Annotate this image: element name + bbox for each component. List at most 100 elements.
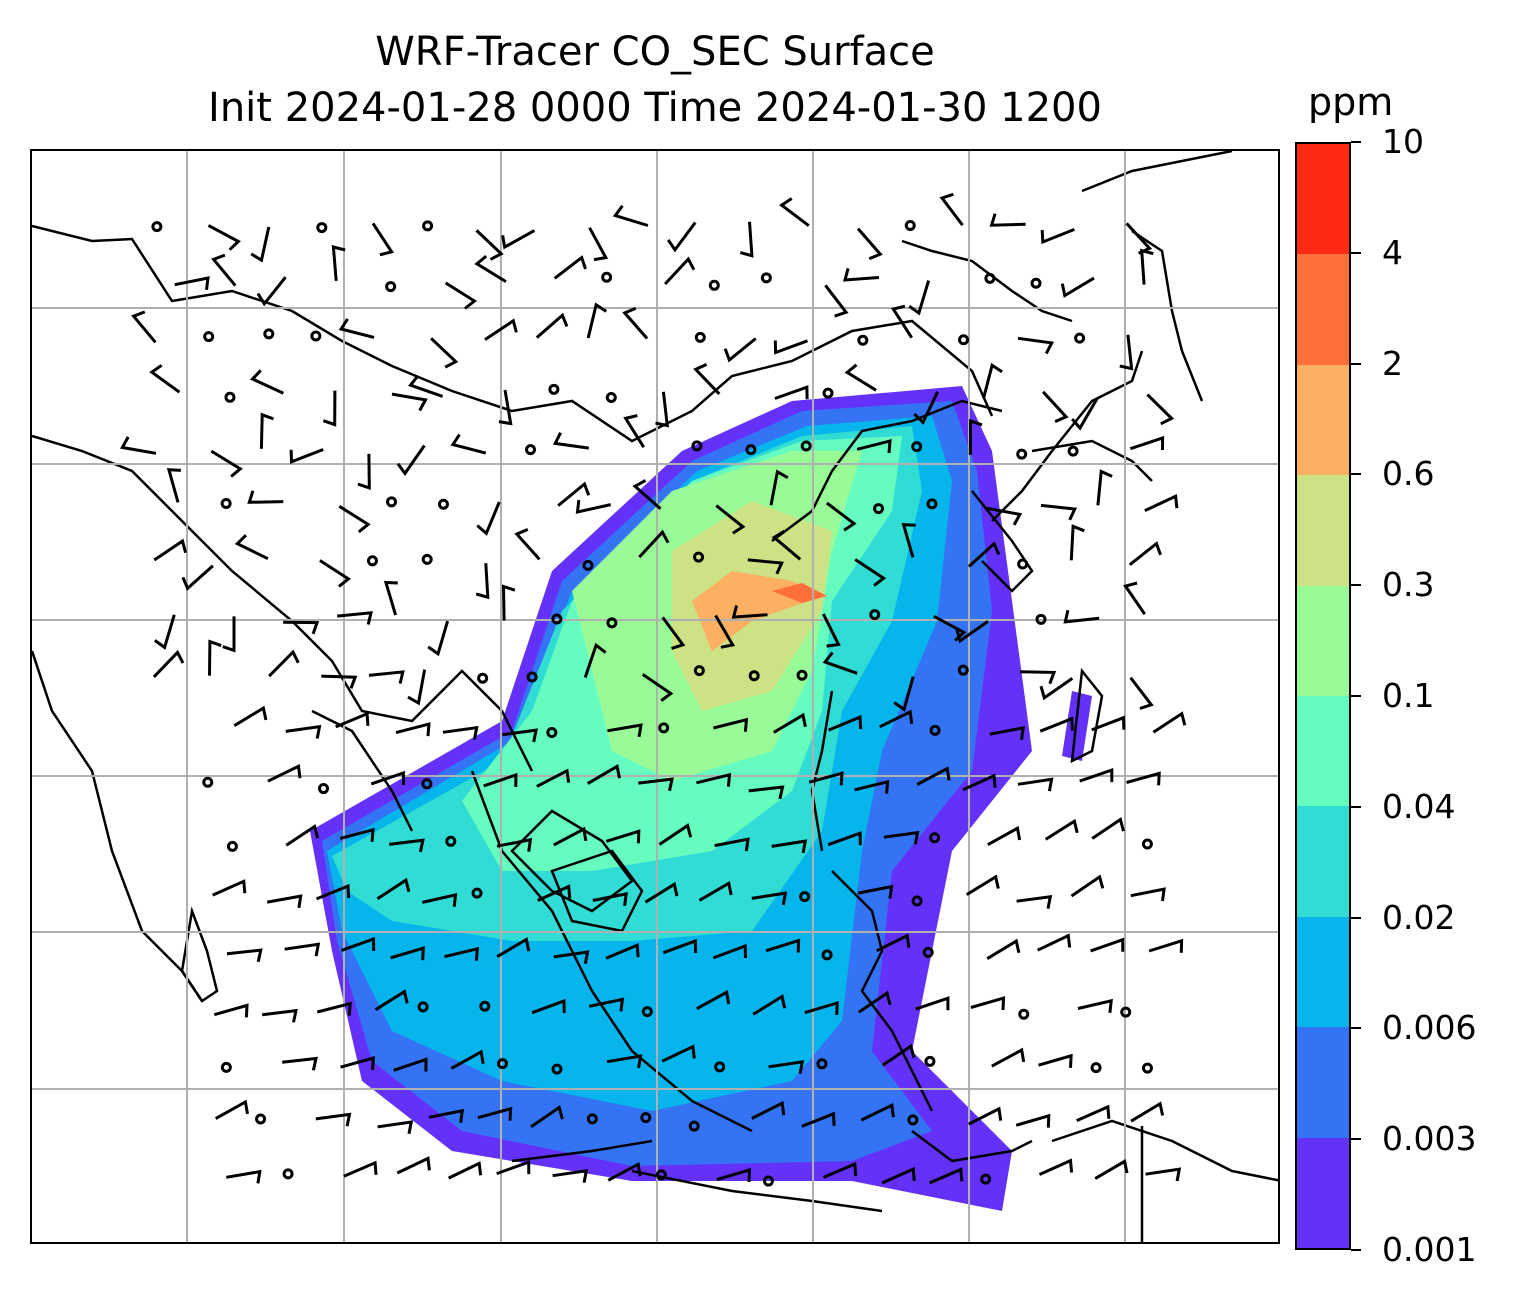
wind-barb [131, 310, 157, 344]
wind-barb [883, 830, 920, 845]
colorbar-tick-label: 0.006 [1382, 1008, 1477, 1048]
wind-barb [908, 280, 931, 316]
wind-barb [536, 768, 571, 788]
wind-barb [714, 614, 736, 649]
colorbar [1295, 142, 1351, 1250]
colorbar-tick [1351, 1027, 1361, 1030]
calm-wind-marker [226, 840, 238, 852]
colorbar-segment [1297, 254, 1349, 365]
colorbar-segment [1297, 916, 1349, 1028]
colorbar-tick [1351, 362, 1361, 365]
colorbar-segment [1297, 1027, 1349, 1138]
map-title-line1: WRF-Tracer CO_SEC Surface [375, 29, 935, 75]
wind-barb [713, 717, 749, 732]
wind-barb [249, 369, 285, 395]
calm-wind-marker [655, 1169, 667, 1181]
wind-barb [965, 874, 1000, 896]
calm-wind-marker [151, 221, 163, 233]
wind-barb [374, 989, 409, 1011]
wind-barb [843, 268, 880, 282]
wind-barb [256, 276, 287, 307]
calm-wind-marker [822, 387, 834, 399]
colorbar-segment [1297, 695, 1349, 807]
wind-barb [666, 221, 697, 253]
colorbar-segment [1297, 806, 1349, 917]
calm-wind-marker [693, 551, 705, 563]
calm-wind-marker [641, 1006, 653, 1018]
colorbar-tick-label: 0.6 [1382, 454, 1435, 494]
calm-wind-marker [220, 1061, 232, 1073]
wind-barb [1094, 1159, 1129, 1180]
calm-wind-marker [904, 220, 916, 232]
wind-barb [801, 1111, 836, 1128]
wind-barb [181, 564, 214, 591]
wind-barb [222, 616, 236, 653]
wind-barb [854, 779, 890, 794]
calm-wind-marker [1016, 448, 1028, 460]
wind-barb [1119, 334, 1134, 371]
wind-barb [267, 764, 302, 783]
wind-barb [339, 827, 375, 842]
wind-barb [1040, 503, 1078, 521]
calm-wind-marker [422, 220, 434, 232]
colorbar-segment [1297, 364, 1349, 476]
colorbar-tick [1351, 805, 1361, 808]
wind-barb [575, 499, 612, 514]
wind-barb [638, 529, 670, 559]
calm-wind-marker [586, 1113, 598, 1125]
wind-barb [1060, 276, 1095, 298]
calm-wind-marker [658, 722, 670, 734]
calm-wind-marker [907, 1114, 919, 1126]
wind-barb [982, 362, 1003, 399]
wind-barb [890, 304, 913, 339]
calm-wind-marker [366, 555, 378, 567]
wind-barb [881, 1043, 916, 1067]
calm-wind-marker [694, 331, 706, 343]
wind-barb [383, 580, 398, 616]
wind-barb [748, 785, 785, 800]
wind-barb [285, 824, 320, 847]
wind-barb [285, 724, 322, 739]
wind-barb [747, 558, 784, 575]
wind-barb [442, 725, 479, 740]
wind-barb [1016, 895, 1053, 909]
wind-barb [825, 501, 857, 532]
wind-barb [1038, 1053, 1073, 1068]
wind-barb [357, 453, 371, 490]
wind-barb [913, 391, 939, 425]
wind-barb [1079, 768, 1114, 783]
wind-barb [586, 302, 608, 339]
wind-barb [501, 584, 516, 621]
wind-barb [389, 838, 425, 853]
calm-wind-marker [606, 617, 618, 629]
wind-barb [444, 946, 480, 961]
wind-barb [210, 449, 243, 478]
wind-barb [1148, 938, 1184, 953]
wind-barb [226, 948, 263, 963]
wind-barb [535, 312, 569, 339]
colorbar-segment [1297, 585, 1349, 696]
wind-barb [1129, 435, 1165, 451]
wind-barb [968, 1106, 1003, 1126]
wind-barb [1077, 998, 1113, 1013]
map-panel [30, 149, 1280, 1244]
calm-wind-marker [816, 1058, 828, 1070]
colorbar-tick [1351, 916, 1361, 919]
wind-barb [771, 839, 808, 854]
wind-barb [779, 197, 810, 227]
calm-wind-marker [310, 330, 322, 342]
wind-barb [537, 884, 572, 902]
wind-barb [827, 831, 862, 847]
wind-barb [970, 996, 1006, 1011]
wind-barb [262, 1008, 298, 1023]
wind-barb [338, 505, 371, 534]
wind-barb [553, 826, 588, 847]
wind-barb [857, 884, 894, 899]
wind-barb [340, 1055, 375, 1071]
wind-barb [622, 306, 649, 340]
map-canvas [32, 151, 1278, 1242]
calm-wind-marker [800, 440, 812, 452]
wind-barb [664, 256, 696, 286]
wind-barb [1091, 715, 1126, 732]
calm-wind-marker [318, 783, 330, 795]
